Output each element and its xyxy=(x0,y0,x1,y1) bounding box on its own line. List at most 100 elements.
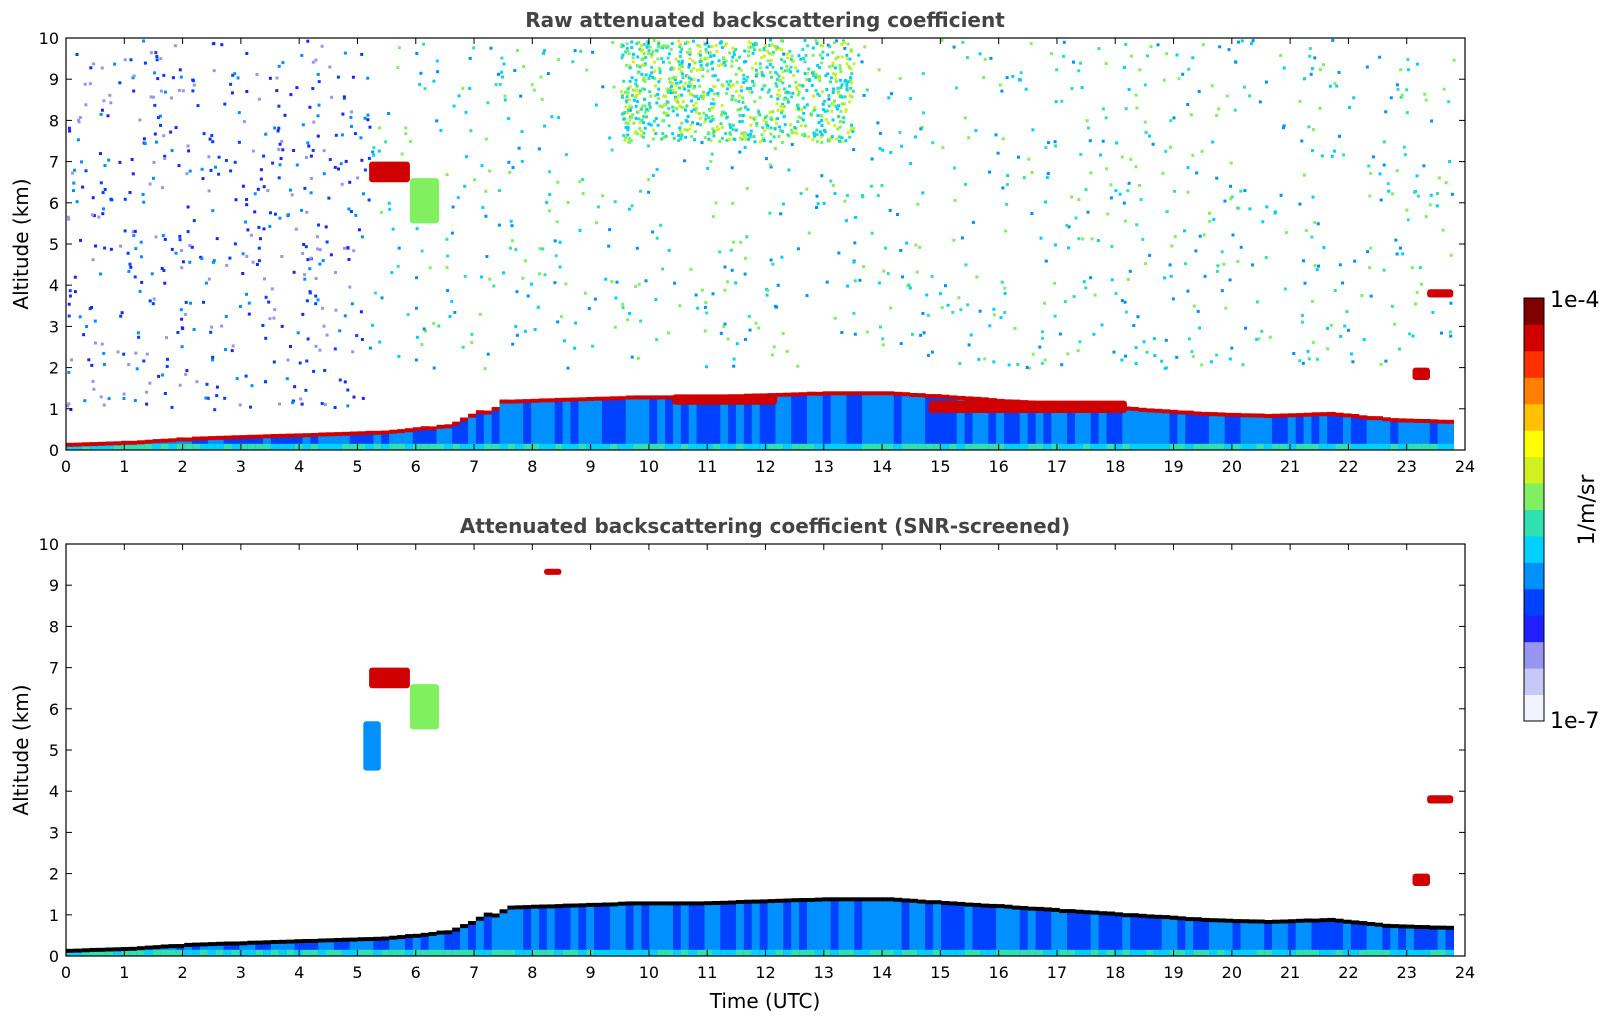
noise-speckle xyxy=(129,265,133,269)
noise-speckle xyxy=(717,127,721,131)
noise-speckle xyxy=(863,45,867,49)
noise-speckle xyxy=(1077,198,1081,202)
noise-speckle xyxy=(488,277,492,281)
noise-speckle xyxy=(1156,43,1160,47)
noise-speckle xyxy=(838,67,842,71)
noise-speckle xyxy=(153,103,157,107)
noise-speckle xyxy=(811,46,815,50)
noise-speckle xyxy=(683,42,687,45)
noise-speckle xyxy=(744,337,747,341)
boundary-layer-column xyxy=(1138,914,1147,956)
y-tick-label: 10 xyxy=(39,29,59,48)
surface-layer-column xyxy=(822,949,832,956)
noise-speckle xyxy=(711,97,715,101)
surface-layer-column xyxy=(1185,443,1194,450)
layer-top-edge xyxy=(791,392,800,397)
noise-speckle xyxy=(397,46,401,50)
noise-speckle xyxy=(1260,329,1264,333)
noise-speckle xyxy=(241,184,245,188)
noise-speckle xyxy=(998,83,1002,87)
noise-speckle xyxy=(601,85,605,89)
noise-speckle xyxy=(758,48,762,52)
noise-speckle xyxy=(134,247,138,251)
surface-layer-column xyxy=(1374,443,1383,450)
surface-layer-column xyxy=(657,443,666,450)
noise-speckle xyxy=(655,49,659,53)
noise-speckle xyxy=(507,160,511,164)
y-tick-label: 9 xyxy=(49,576,59,595)
surface-layer-column xyxy=(1279,949,1289,956)
surface-layer-column xyxy=(712,949,721,956)
noise-speckle xyxy=(714,201,718,205)
noise-speckle xyxy=(1353,259,1357,263)
noise-speckle xyxy=(1025,366,1029,369)
noise-speckle xyxy=(643,87,646,91)
layer-top-edge xyxy=(594,396,603,401)
noise-speckle xyxy=(822,108,826,112)
noise-speckle xyxy=(821,90,824,94)
panel-screened: Attenuated backscattering coefficient (S… xyxy=(9,514,1475,1013)
noise-speckle xyxy=(419,71,423,75)
noise-speckle xyxy=(264,295,268,299)
layer-top-edge xyxy=(1311,412,1320,417)
layer-top-edge xyxy=(767,899,777,904)
x-tick-label: 14 xyxy=(872,963,892,982)
noise-speckle xyxy=(1440,331,1443,335)
noise-speckle xyxy=(654,298,658,301)
noise-speckle xyxy=(340,133,344,137)
boundary-layer-column xyxy=(696,902,706,956)
boundary-layer-column xyxy=(475,411,485,450)
noise-speckle xyxy=(661,132,665,136)
boundary-layer-column xyxy=(854,898,863,956)
noise-speckle xyxy=(341,112,345,116)
noise-speckle xyxy=(711,74,715,78)
noise-speckle xyxy=(852,311,856,315)
noise-speckle xyxy=(642,52,646,56)
boundary-layer-column xyxy=(1027,401,1037,450)
noise-speckle xyxy=(1335,84,1339,88)
noise-speckle xyxy=(630,204,634,208)
boundary-layer-column xyxy=(625,902,635,956)
noise-speckle xyxy=(610,148,614,152)
noise-speckle xyxy=(880,184,884,187)
noise-speckle xyxy=(782,52,786,56)
surface-layer-column xyxy=(980,949,989,956)
cloud-patch xyxy=(369,667,410,689)
noise-speckle xyxy=(800,116,804,120)
noise-speckle xyxy=(660,105,664,109)
surface-layer-column xyxy=(1098,443,1108,450)
boundary-layer-column xyxy=(436,425,445,450)
noise-speckle xyxy=(445,266,449,270)
boundary-layer-column xyxy=(1240,920,1249,956)
surface-layer-column xyxy=(1343,949,1352,956)
noise-speckle xyxy=(667,88,671,92)
noise-speckle xyxy=(338,378,342,382)
layer-top-edge xyxy=(862,897,871,902)
layer-top-edge xyxy=(1177,410,1186,415)
noise-speckle xyxy=(845,83,849,87)
panel-raw-ylabel: Altitude (km) xyxy=(9,178,33,309)
surface-layer-column xyxy=(1382,443,1391,450)
noise-speckle xyxy=(1369,294,1373,298)
noise-speckle xyxy=(652,60,656,64)
noise-speckle xyxy=(731,55,735,59)
surface-layer-column xyxy=(1295,443,1305,450)
layer-top-edge xyxy=(1406,924,1415,929)
noise-speckle xyxy=(636,71,640,75)
boundary-layer-column xyxy=(751,900,761,956)
surface-layer-column xyxy=(1106,443,1115,450)
noise-speckle xyxy=(414,306,418,310)
noise-speckle xyxy=(898,131,902,134)
noise-speckle xyxy=(165,364,169,368)
noise-speckle xyxy=(601,194,605,198)
boundary-layer-column xyxy=(1264,415,1273,450)
noise-speckle xyxy=(747,49,751,53)
noise-speckle xyxy=(122,392,126,396)
noise-speckle xyxy=(1217,107,1221,111)
surface-layer-column xyxy=(200,949,209,956)
boundary-layer-column xyxy=(200,437,209,450)
noise-speckle xyxy=(718,140,722,143)
noise-speckle xyxy=(806,44,810,48)
noise-speckle xyxy=(860,60,864,64)
surface-layer-column xyxy=(1366,949,1376,956)
